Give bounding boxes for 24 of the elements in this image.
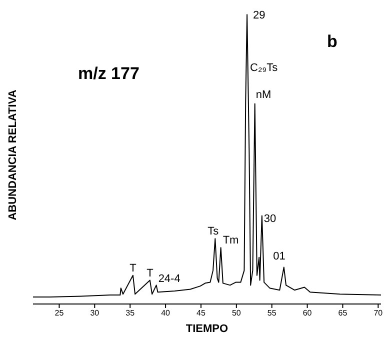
x-tick-label: 50 (232, 308, 242, 318)
annotation: 01 (273, 250, 286, 262)
x-axis-title: TIEMPO (186, 323, 229, 335)
annotation: C₂₉Ts (250, 62, 278, 74)
annotation: nM (256, 88, 272, 101)
annotation: Ts (208, 226, 220, 238)
annotation: 24-4 (158, 273, 180, 286)
x-tick-label: 30 (90, 308, 100, 318)
annotation: T (146, 267, 154, 280)
x-tick-label: 35 (126, 308, 136, 318)
x-tick-label: 60 (302, 308, 312, 318)
x-tick-label: 55 (267, 308, 277, 318)
annotation: m/z 177 (78, 64, 140, 84)
annotation: b (327, 32, 338, 52)
x-tick-label: 45 (196, 308, 206, 318)
y-axis-title: ABUNDANCIA RELATIVA (7, 90, 19, 220)
x-tick-label: 70 (374, 308, 384, 318)
annotation: T (130, 262, 137, 274)
annotation: 29 (253, 10, 266, 22)
annotation: 30 (264, 212, 276, 225)
x-tick-label: 25 (54, 308, 64, 318)
annotation: Tm (222, 234, 239, 247)
x-tick-label: 65 (338, 308, 348, 318)
x-tick-label: 40 (161, 308, 171, 318)
